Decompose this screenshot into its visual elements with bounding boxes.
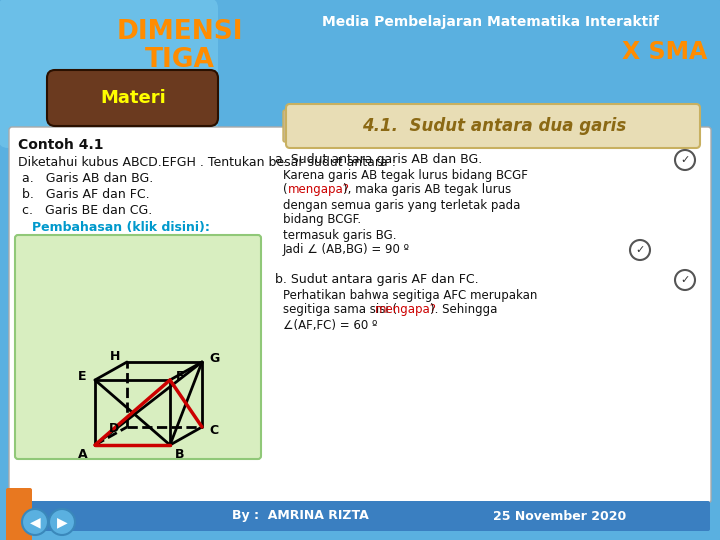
Text: G: G [209, 352, 219, 365]
Text: 4.1.  Sudut antara dua garis: 4.1. Sudut antara dua garis [362, 117, 626, 135]
Text: Jadi ∠ (AB,BG) = 90 º: Jadi ∠ (AB,BG) = 90 º [283, 244, 410, 256]
Text: ∠(AF,FC) = 60 º: ∠(AF,FC) = 60 º [283, 319, 377, 332]
FancyBboxPatch shape [0, 0, 218, 148]
Text: ▶: ▶ [57, 515, 67, 529]
Circle shape [675, 150, 695, 170]
Text: ◀: ◀ [30, 515, 40, 529]
Text: C: C [210, 424, 219, 437]
Text: b.   Garis AF dan FC.: b. Garis AF dan FC. [22, 187, 150, 200]
Text: By :  AMRINA RIZTA: By : AMRINA RIZTA [232, 510, 369, 523]
Text: c.   Garis BE dan CG.: c. Garis BE dan CG. [22, 204, 152, 217]
Text: ), maka garis AB tegak lurus: ), maka garis AB tegak lurus [343, 184, 511, 197]
Text: H: H [110, 350, 120, 363]
Text: Media Pembelajaran Matematika Interaktif: Media Pembelajaran Matematika Interaktif [322, 15, 658, 29]
Text: segitiga sama sisi (: segitiga sama sisi ( [283, 303, 397, 316]
Text: 25 November 2020: 25 November 2020 [493, 510, 626, 523]
FancyBboxPatch shape [6, 488, 32, 540]
Text: F: F [176, 369, 184, 382]
FancyBboxPatch shape [286, 104, 700, 148]
Text: a.   Garis AB dan BG.: a. Garis AB dan BG. [22, 172, 153, 185]
Text: TIGA: TIGA [145, 47, 215, 73]
Text: Contoh 4.1: Contoh 4.1 [18, 138, 104, 152]
Text: ✓: ✓ [635, 245, 644, 255]
Text: termasuk garis BG.: termasuk garis BG. [283, 228, 397, 241]
Text: a. Sudut antara garis AB dan BG.: a. Sudut antara garis AB dan BG. [275, 153, 482, 166]
Text: mengapa?: mengapa? [288, 184, 350, 197]
Text: DIMENSI: DIMENSI [117, 19, 243, 45]
Text: bidang BCGF.: bidang BCGF. [283, 213, 361, 226]
Circle shape [675, 270, 695, 290]
Text: E: E [78, 369, 86, 382]
Text: Perhatikan bahwa segitiga AFC merupakan: Perhatikan bahwa segitiga AFC merupakan [283, 288, 537, 301]
Text: dengan semua garis yang terletak pada: dengan semua garis yang terletak pada [283, 199, 521, 212]
FancyBboxPatch shape [9, 127, 711, 503]
Text: b. Sudut antara garis AF dan FC.: b. Sudut antara garis AF dan FC. [275, 273, 479, 287]
Circle shape [22, 509, 48, 535]
Text: A: A [78, 449, 88, 462]
Text: B: B [175, 449, 185, 462]
Circle shape [630, 240, 650, 260]
Text: ✓: ✓ [680, 275, 690, 285]
Text: ). Sehingga: ). Sehingga [430, 303, 498, 316]
Text: mengapa?: mengapa? [375, 303, 437, 316]
Text: (: ( [283, 184, 287, 197]
FancyBboxPatch shape [47, 70, 218, 126]
FancyBboxPatch shape [10, 501, 710, 531]
Text: Pembahasan (klik disini):: Pembahasan (klik disini): [32, 221, 210, 234]
Text: ✓: ✓ [680, 155, 690, 165]
Text: Materi: Materi [100, 89, 166, 107]
Text: X SMA: X SMA [622, 40, 708, 64]
FancyBboxPatch shape [283, 110, 299, 142]
Text: Diketahui kubus ABCD.EFGH . Tentukan besar sudut antara :: Diketahui kubus ABCD.EFGH . Tentukan bes… [18, 156, 396, 168]
Text: D: D [109, 422, 119, 435]
Text: Karena garis AB tegak lurus bidang BCGF: Karena garis AB tegak lurus bidang BCGF [283, 168, 528, 181]
Circle shape [49, 509, 75, 535]
FancyBboxPatch shape [15, 235, 261, 459]
